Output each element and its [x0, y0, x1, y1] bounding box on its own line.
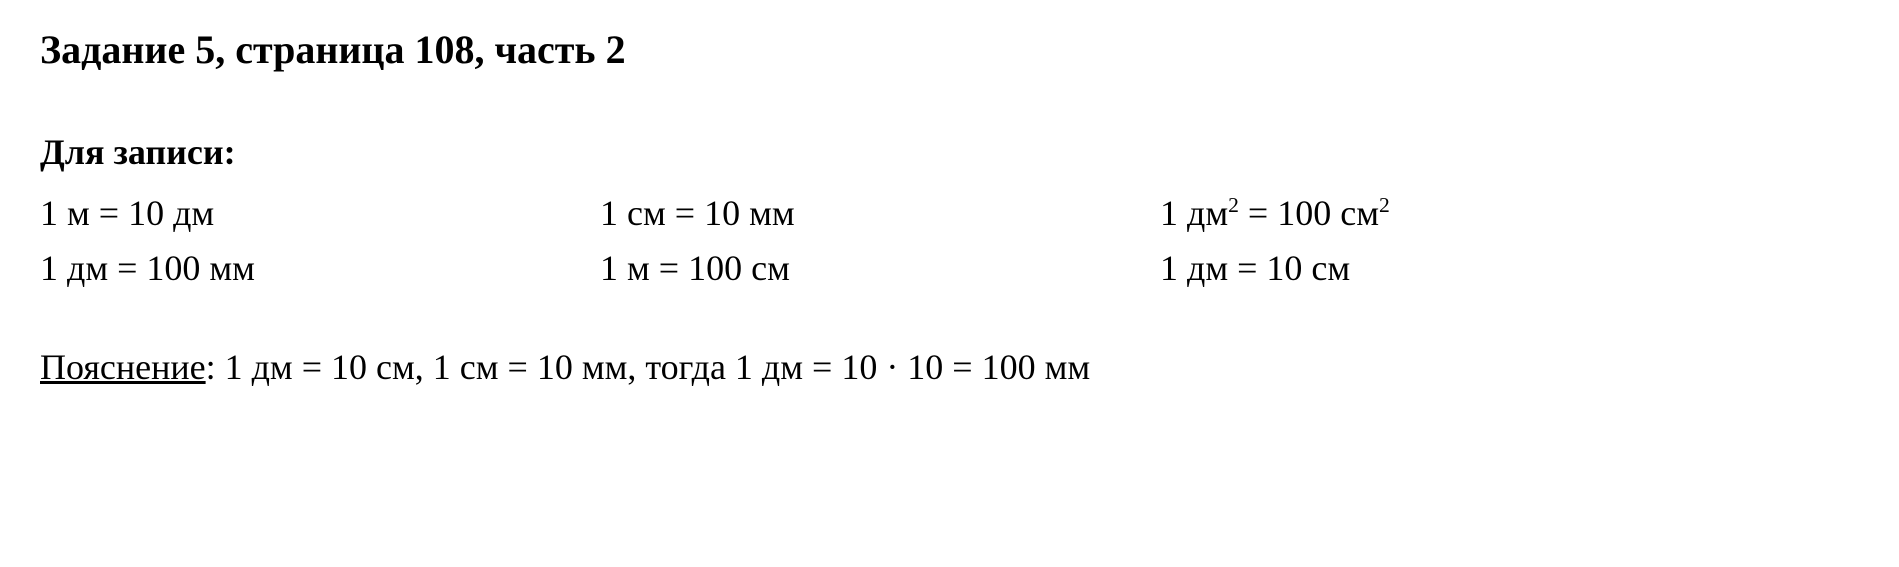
equation-cell: 1 дм2 = 100 см2 [1160, 189, 1859, 238]
equation-cell: 1 м = 100 см [600, 244, 1160, 293]
explanation-label: Пояснение [40, 347, 206, 387]
page-title: Задание 5, страница 108, часть 2 [40, 26, 1859, 73]
explanation-line: Пояснение: 1 дм = 10 см, 1 см = 10 мм, т… [40, 346, 1859, 388]
equation-cell: 1 дм = 100 мм [40, 244, 600, 293]
page-root: Задание 5, страница 108, часть 2 Для зап… [0, 0, 1899, 388]
equation-cell: 1 дм = 10 см [1160, 244, 1859, 293]
explanation-text: : 1 дм = 10 см, 1 см = 10 мм, тогда 1 дм… [206, 347, 1091, 387]
equations-grid: 1 м = 10 дм 1 см = 10 мм 1 дм2 = 100 см2… [40, 189, 1859, 292]
equation-cell: 1 см = 10 мм [600, 189, 1160, 238]
equation-cell: 1 м = 10 дм [40, 189, 600, 238]
section-subtitle: Для записи: [40, 131, 1859, 173]
